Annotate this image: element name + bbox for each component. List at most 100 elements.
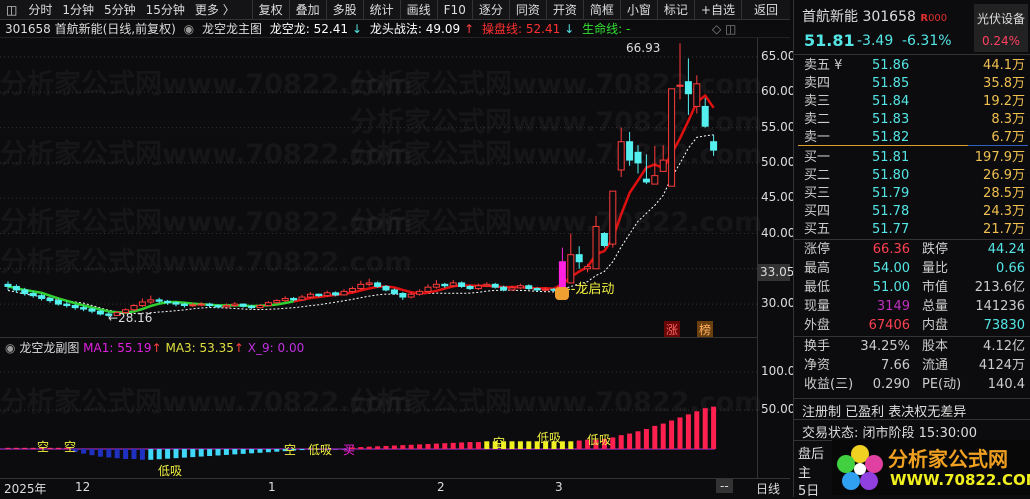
histogram-bar (5, 447, 11, 449)
simple-frame-button[interactable]: 简框 (582, 0, 620, 20)
ask-row[interactable]: 卖四 51.85 35.8万 (794, 75, 1030, 93)
candle (399, 293, 407, 298)
limit-up-badge[interactable]: 涨 (664, 321, 681, 338)
indicator-dropdown-icon[interactable]: ◉ (5, 341, 16, 355)
mark-button[interactable]: 标记 (656, 0, 694, 20)
candlestick-chart[interactable] (0, 38, 790, 338)
diamond-icon[interactable]: ◇ ◫ (712, 22, 737, 36)
month-label: 1 (268, 480, 276, 494)
histogram-bar (576, 440, 582, 449)
candle (609, 190, 617, 245)
bid-row[interactable]: 买二 51.80 26.9万 (794, 167, 1030, 185)
candle (365, 282, 373, 285)
quote-panel: 首航新能 301658 R000 光伏设备 0.24% 51.81 -3.49 … (793, 0, 1030, 499)
histogram-bar (299, 449, 305, 451)
f10-button[interactable]: F10 (436, 0, 472, 20)
histogram-bar (375, 446, 381, 449)
arrow-up-icon: ↑ (151, 341, 162, 355)
histogram-bar (22, 447, 28, 449)
histogram-bar (47, 447, 53, 449)
candle (348, 288, 356, 292)
ask-row[interactable]: 卖二 51.83 8.3万 (794, 111, 1030, 129)
histogram-bar (181, 449, 187, 458)
adjust-button[interactable]: 复权 (251, 0, 289, 20)
signal-label: 低吸 (537, 431, 562, 445)
ask-row[interactable]: 卖三 51.84 19.2万 (794, 93, 1030, 111)
histogram-bar (660, 423, 666, 449)
overlay-button[interactable]: 叠加 (288, 0, 326, 20)
bid-row[interactable]: 买一 51.81 197.9万 (794, 149, 1030, 167)
histogram-bar (484, 441, 490, 449)
candle (407, 293, 415, 298)
level-volume: 44.1万 (983, 58, 1025, 73)
ask-row[interactable]: 卖五 ¥ 51.86 44.1万 (794, 57, 1030, 75)
candle (248, 305, 256, 309)
histogram-bar (585, 439, 591, 449)
histogram-bar (366, 446, 372, 449)
same-capital-button[interactable]: 同资 (508, 0, 546, 20)
stat-row: 净资 7.66 流通 4124万 (794, 357, 1030, 375)
histogram-bar (669, 420, 675, 449)
histogram-bar (475, 442, 481, 449)
histogram-bar (265, 449, 271, 453)
period-more[interactable]: 更多 〉 (194, 3, 235, 17)
histogram-bar (467, 442, 473, 449)
stat-label: 跌停 (922, 242, 949, 257)
layout-toggle-icon[interactable]: ◫ (6, 2, 18, 17)
level-volume: 28.5万 (983, 186, 1025, 201)
five-day-label: 5日 (798, 484, 820, 499)
sector-box[interactable]: 光伏设备 0.24% (974, 4, 1028, 52)
add-watchlist-button[interactable]: +自选 (693, 0, 741, 20)
stat-label: 换手 (804, 339, 831, 354)
main-force-label: 主 (798, 466, 812, 481)
candle (533, 288, 541, 291)
per-minute-button[interactable]: 逐分 (471, 0, 509, 20)
stats-button[interactable]: 统计 (362, 0, 400, 20)
histogram-bar (156, 449, 162, 460)
sub-indicator-name[interactable]: 龙空龙副图 (19, 341, 80, 355)
last-price: 51.81 (804, 31, 855, 50)
indicator-dropdown-icon[interactable]: ◉ (183, 22, 195, 36)
candle (273, 300, 281, 304)
stat-label: 总量 (922, 299, 949, 314)
month-label: 12 (75, 480, 91, 494)
lkl-value: 龙空龙: 52.41 (269, 22, 349, 36)
candle (290, 297, 298, 301)
candle (374, 282, 382, 287)
open-capital-button[interactable]: 开资 (545, 0, 583, 20)
bid-row[interactable]: 买五 51.77 21.7万 (794, 221, 1030, 239)
back-button[interactable]: 返回 (740, 0, 790, 20)
bid-row[interactable]: 买三 51.79 28.5万 (794, 185, 1030, 203)
small-window-button[interactable]: 小窗 (619, 0, 657, 20)
candle (466, 285, 474, 290)
scroll-end-button[interactable]: -- (716, 479, 733, 493)
ask-row[interactable]: 卖一 51.82 6.7万 (794, 129, 1030, 147)
histogram-bar (333, 449, 339, 450)
candle (172, 302, 180, 305)
period-intraday[interactable]: 分时 (28, 3, 53, 17)
period-1min[interactable]: 1分钟 (62, 3, 94, 17)
sub-indicator-chart[interactable] (0, 355, 757, 478)
x9-value: X_9: 0.00 (247, 341, 305, 355)
pane-divider (0, 337, 757, 338)
indicator-name[interactable]: 龙空龙主图 (201, 22, 262, 36)
stat-row: 最高 54.00 量比 0.66 (794, 260, 1030, 278)
stat-value: 213.6亿 (974, 280, 1025, 295)
period-15min[interactable]: 15分钟 (145, 3, 185, 17)
list-badge[interactable]: 榜 (697, 321, 714, 338)
draw-button[interactable]: 画线 (399, 0, 437, 20)
candle (575, 254, 583, 263)
level-volume: 35.8万 (983, 76, 1025, 91)
candle (382, 285, 390, 291)
period-5min[interactable]: 5分钟 (104, 3, 136, 17)
candle (71, 305, 79, 309)
histogram-bar (358, 447, 364, 449)
histogram-bar (64, 447, 70, 449)
histogram-bar (711, 406, 717, 449)
multi-stock-button[interactable]: 多股 (325, 0, 363, 20)
candle (424, 286, 432, 292)
candle (516, 285, 524, 289)
period-label[interactable]: 日线 (756, 482, 781, 496)
candle (651, 175, 659, 185)
bid-row[interactable]: 买四 51.78 24.3万 (794, 203, 1030, 221)
